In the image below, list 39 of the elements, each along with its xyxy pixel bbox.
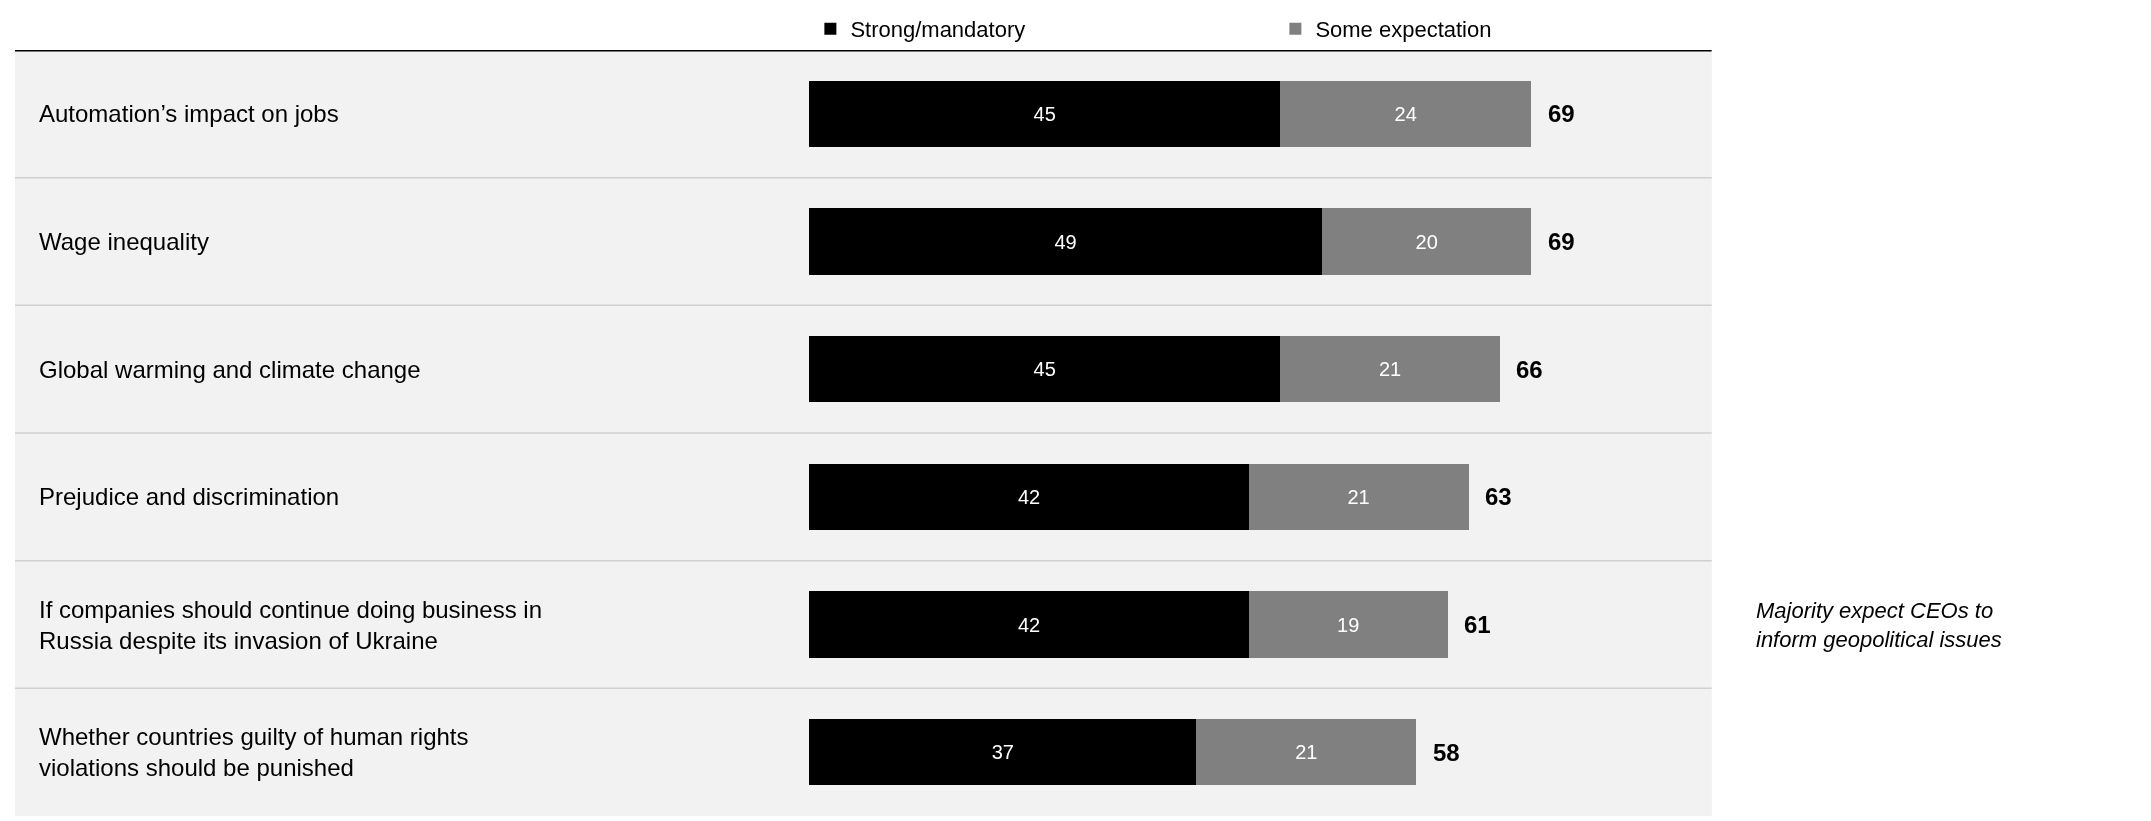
bar — [1322, 208, 1532, 275]
y-tick-label: Prejudice and discrimination — [39, 483, 340, 510]
y-tick-label: Wage inequality — [39, 228, 209, 255]
y-tick-label: Automation’s impact on jobs — [39, 100, 339, 127]
bar — [809, 463, 1249, 531]
bar — [809, 718, 1197, 786]
bar — [809, 80, 1281, 148]
y-tick-label: If companies should continue doing business in Russia despite its invasion of Ukraine — [39, 596, 542, 655]
data-label: 21 — [1295, 741, 1318, 764]
bar — [1196, 718, 1417, 786]
y-tick-label: Whether countries guilty of human rights violations should be punished — [39, 723, 469, 782]
data-label: 42 — [1017, 485, 1041, 508]
bar — [1248, 463, 1469, 531]
bar — [809, 208, 1322, 275]
total-label: 63 — [1485, 483, 1512, 510]
data-label: 20 — [1415, 230, 1438, 253]
data-label: 42 — [1017, 613, 1041, 636]
total-label: 66 — [1516, 356, 1543, 383]
data-label: 37 — [991, 741, 1014, 764]
bar — [809, 335, 1281, 403]
total-label: 69 — [1548, 228, 1575, 255]
legend-label: Some expectation — [1315, 17, 1492, 43]
bar — [1248, 591, 1448, 658]
data-label: 24 — [1394, 102, 1417, 125]
data-label: 49 — [1054, 230, 1077, 253]
total-label: 58 — [1433, 739, 1460, 766]
total-label: 61 — [1464, 611, 1491, 638]
data-label: 45 — [1033, 102, 1056, 125]
data-label: 21 — [1347, 485, 1370, 508]
data-label: 19 — [1337, 613, 1360, 636]
text: Majority expect CEOs to inform geopolitical issues — [1756, 598, 2002, 652]
legend-label: Strong/mandatory — [850, 17, 1026, 43]
y-tick-label: Global warming and climate change — [39, 356, 421, 383]
bar — [1280, 335, 1500, 403]
data-label: 45 — [1033, 358, 1056, 381]
data-label: 21 — [1378, 358, 1402, 381]
bar — [1280, 80, 1532, 148]
bar — [809, 591, 1249, 658]
total-label: 69 — [1548, 100, 1575, 127]
